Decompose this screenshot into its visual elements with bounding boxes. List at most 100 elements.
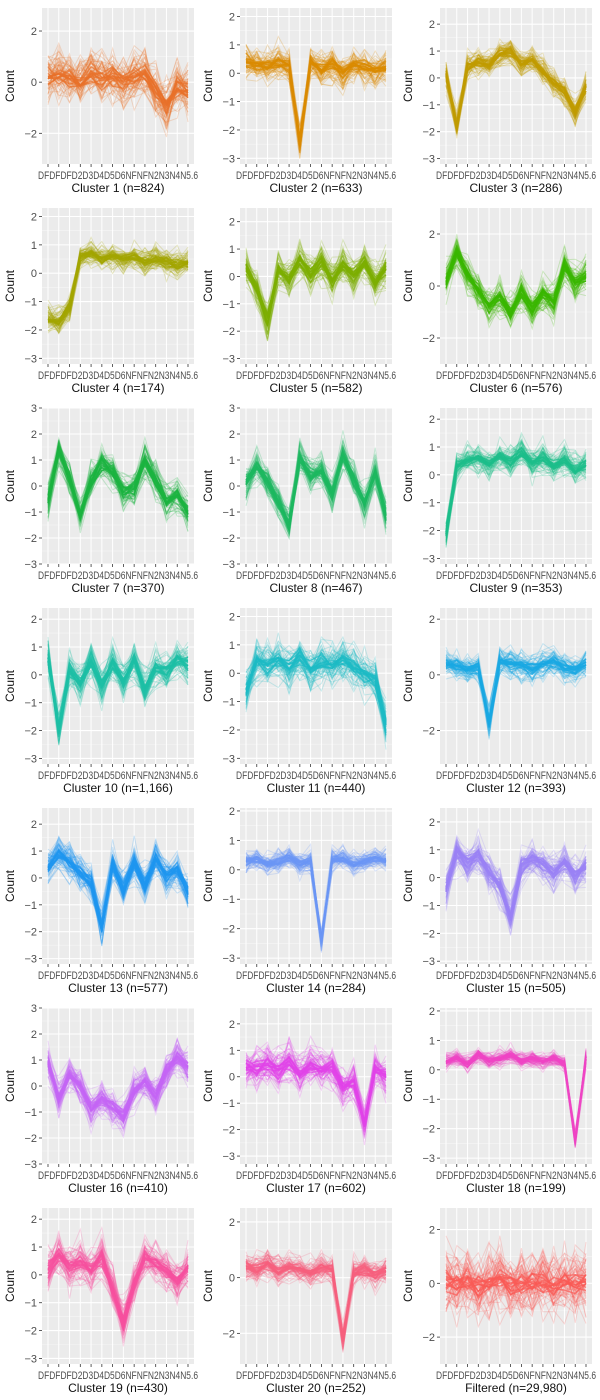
profile-line xyxy=(47,1058,189,1122)
y-tick-label: −2 xyxy=(422,726,435,738)
profile-lines xyxy=(445,37,587,139)
panel-background xyxy=(440,608,592,764)
profile-line xyxy=(47,1058,189,1123)
profile-line xyxy=(445,52,587,129)
y-tick-label: 0 xyxy=(429,873,435,885)
profile-line xyxy=(245,258,387,340)
profile-line xyxy=(47,456,189,522)
profile-line-core xyxy=(245,653,387,724)
y-tick-label: 0 xyxy=(229,271,235,283)
y-tick-label: −1 xyxy=(222,507,235,519)
profile-line-core xyxy=(47,449,189,516)
y-tick-label: −1 xyxy=(222,1098,235,1110)
x-tick-labels: DFDFDFD2D3D4D5D6NFNFN2N3N4N5.6 xyxy=(38,170,198,182)
y-tick-label: 2 xyxy=(429,614,435,626)
panel-background xyxy=(240,808,392,964)
profile-line xyxy=(47,53,189,122)
y-axis-label: Count xyxy=(201,69,215,102)
profile-line-core xyxy=(245,52,387,146)
y-tick-label: −2 xyxy=(222,1328,235,1340)
profile-line xyxy=(47,443,189,519)
x-tick-labels: DFDFDFD2D3D4D5D6NFNFN2N3N4N5.6 xyxy=(436,370,596,382)
x-tick-labels: DFDFDFD2D3D4D5D6NFNFN2N3N4N5.6 xyxy=(436,1370,596,1382)
profile-line xyxy=(445,1258,587,1323)
y-tick-label: 0 xyxy=(31,268,37,280)
chart-panel-1: −2 0 2 DFDFDFD2D3D4D5D6NFNFN2N3N4N5.6Cluste… xyxy=(3,8,198,195)
y-tick-label: 0 xyxy=(31,873,37,885)
y-tick-label: −1 xyxy=(422,498,435,510)
chart-panel-15: −3−2−1012DFDFDFD2D3D4D5D6NFNFN2N3N4N5.6C… xyxy=(401,808,596,995)
profile-line xyxy=(47,1230,189,1303)
profile-lines xyxy=(445,642,587,740)
profile-line xyxy=(445,1252,587,1325)
panel-title: Cluster 10 (n=1,166) xyxy=(63,781,173,795)
y-tick-label: 1 xyxy=(429,46,435,58)
profile-line xyxy=(445,1247,587,1302)
panel-title: Cluster 13 (n=577) xyxy=(68,981,168,995)
profile-line xyxy=(445,1249,587,1318)
profile-line-core xyxy=(245,1055,387,1127)
y-tick-label: 2 xyxy=(31,212,37,224)
profile-line-core xyxy=(245,254,387,322)
y-tick-label: −2 xyxy=(222,533,235,545)
chart-panel-18: −3−2−1012DFDFDFD2D3D4D5D6NFNFN2N3N4N5.6C… xyxy=(401,1006,596,1195)
x-tick-labels: DFDFDFD2D3D4D5D6NFNFN2N3N4N5.6 xyxy=(236,170,396,182)
profile-line xyxy=(445,1048,587,1138)
y-tick-label: 0 xyxy=(229,1273,235,1285)
profile-lines xyxy=(47,236,189,335)
y-tick-label: 0 xyxy=(429,73,435,85)
y-tick-label: −2 xyxy=(24,325,37,337)
y-tick-label: 0 xyxy=(429,670,435,682)
panel-title: Cluster 4 (n=174) xyxy=(71,381,164,395)
profile-line xyxy=(445,839,587,936)
y-tick-label: −3 xyxy=(222,354,235,366)
profile-line xyxy=(245,1248,387,1344)
y-axis-label: Count xyxy=(401,669,415,702)
y-tick-label: −3 xyxy=(222,953,235,965)
y-tick-label: 1 xyxy=(229,640,235,652)
y-tick-label: −2 xyxy=(422,127,435,139)
profile-line xyxy=(445,1051,587,1148)
profile-line-core xyxy=(445,446,587,535)
profile-line xyxy=(445,1251,587,1304)
profile-line xyxy=(445,642,587,707)
profile-lines xyxy=(47,1225,189,1347)
panel-title: Cluster 2 (n=633) xyxy=(269,181,362,195)
y-tick-label: −1 xyxy=(222,299,235,311)
profile-line-core xyxy=(47,254,189,324)
profile-line xyxy=(245,1256,387,1343)
profile-line-core xyxy=(47,71,189,118)
profile-line xyxy=(47,1056,189,1129)
x-tick-labels: DFDFDFD2D3D4D5D6NFNFN2N3N4N5.6 xyxy=(436,770,596,782)
profile-lines xyxy=(47,435,189,534)
y-tick-label: −1 xyxy=(422,901,435,913)
chart-panel-4: −3−2−1012DFDFDFD2D3D4D5D6NFNFN2N3N4N5.6C… xyxy=(3,208,198,395)
y-tick-label: 1 xyxy=(229,835,235,847)
y-tick-label: −3 xyxy=(24,1159,37,1171)
y-tick-label: 1 xyxy=(31,642,37,654)
y-tick-label: 2 xyxy=(429,817,435,829)
y-tick-label: 2 xyxy=(429,414,435,426)
y-tick-label: 1 xyxy=(31,1242,37,1254)
y-tick-label: −3 xyxy=(222,753,235,765)
profile-line xyxy=(245,1052,387,1114)
y-tick-label: −3 xyxy=(222,1151,235,1163)
y-tick-label: 2 xyxy=(229,12,235,24)
x-tick-labels: DFDFDFD2D3D4D5D6NFNFN2N3N4N5.6 xyxy=(38,970,198,982)
profile-lines xyxy=(245,1248,387,1353)
profile-lines xyxy=(245,842,387,953)
profile-line xyxy=(445,45,587,124)
y-axis-label: Count xyxy=(3,1069,17,1102)
profile-line xyxy=(245,456,387,526)
y-tick-label: 1 xyxy=(429,1035,435,1047)
y-tick-label: −3 xyxy=(24,1353,37,1365)
panel-background xyxy=(42,808,194,964)
profile-line xyxy=(445,439,587,535)
x-tick-labels: DFDFDFD2D3D4D5D6NFNFN2N3N4N5.6 xyxy=(38,370,198,382)
profile-line xyxy=(245,844,387,947)
profile-line xyxy=(245,643,387,740)
profile-line-core xyxy=(47,656,189,733)
y-tick-label: −2 xyxy=(422,928,435,940)
y-tick-label: 2 xyxy=(229,429,235,441)
profile-line xyxy=(445,647,587,724)
